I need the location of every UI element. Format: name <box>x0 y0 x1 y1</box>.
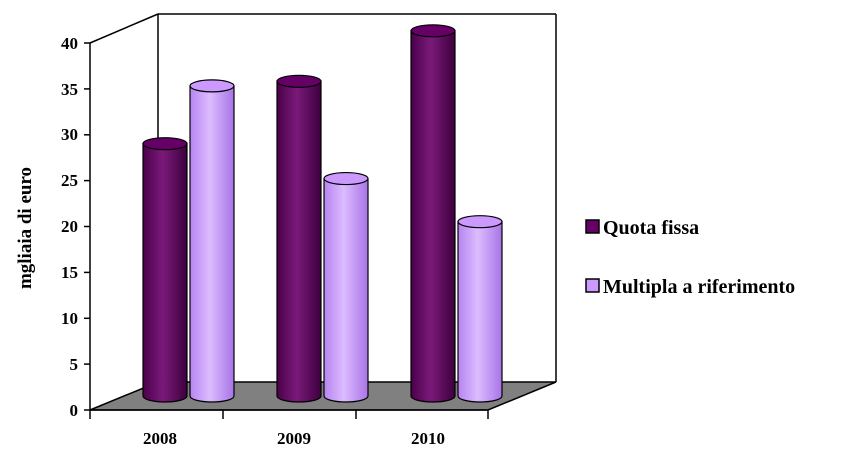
cylinder-top <box>410 24 456 38</box>
y-tick-20: 20 <box>61 217 90 236</box>
cylinder-top <box>189 79 235 93</box>
legend-item-quota-fissa: Quota fissa <box>585 217 699 239</box>
y-tick-0: 0 <box>70 401 90 420</box>
y-tick-40: 40 <box>61 34 90 53</box>
cylinder-body <box>276 80 322 403</box>
x-tick-label-2010: 2010 <box>411 429 445 448</box>
legend-swatch-multipla <box>585 278 600 293</box>
cylinder-top <box>142 137 188 151</box>
bar-2008-multipla <box>189 79 235 403</box>
y-tick-5: 5 <box>70 355 90 374</box>
y-tick-15: 15 <box>61 263 90 282</box>
y-tick-label: 35 <box>61 80 78 99</box>
y-tick-label: 5 <box>70 355 79 374</box>
bar-2009-multipla <box>323 171 369 403</box>
x-tick-label-2008: 2008 <box>143 429 177 448</box>
side-wall-top-edge <box>89 13 159 44</box>
legend-item-multipla: Multipla a riferimento <box>585 276 795 298</box>
y-tick-35: 35 <box>61 80 90 99</box>
cylinder-body <box>189 85 235 403</box>
y-tick-label: 40 <box>61 34 78 53</box>
cylinder-body <box>410 30 456 403</box>
y-tick-25: 25 <box>61 171 90 190</box>
bars <box>142 24 503 403</box>
y-tick-label: 25 <box>61 171 78 190</box>
y-axis-title: mgliaia di euro <box>15 167 36 289</box>
y-tick-label: 15 <box>61 263 78 282</box>
y-tick-label: 20 <box>61 217 78 236</box>
bar-2009-quota-fissa <box>276 74 322 403</box>
x-tick-label-2009: 2009 <box>277 429 311 448</box>
x-tick-labels: 2008 2009 2010 <box>143 429 445 448</box>
legend-swatch-quota-fissa <box>585 219 600 234</box>
legend-label-multipla: Multipla a riferimento <box>603 276 795 298</box>
cylinder-top <box>276 74 322 88</box>
bar-2010-multipla <box>457 215 503 403</box>
bar-2010-quota-fissa <box>410 24 456 403</box>
cylinder-body <box>457 221 503 403</box>
y-tick-label: 0 <box>70 401 79 420</box>
y-tick-10: 10 <box>61 309 90 328</box>
y-tick-label: 10 <box>61 309 78 328</box>
cylinder-top <box>323 171 369 186</box>
legend: Quota fissa Multipla a riferimento <box>585 217 795 298</box>
y-tick-30: 30 <box>61 125 90 144</box>
y-tick-label: 30 <box>61 125 78 144</box>
cylinder-top <box>457 215 503 229</box>
x-category-dividers <box>89 410 489 419</box>
bar-2008-quota-fissa <box>142 137 188 403</box>
legend-label-quota-fissa: Quota fissa <box>603 217 699 239</box>
cylinder-body <box>323 177 369 403</box>
cylinder-body <box>142 143 188 403</box>
y-ticks: 0 5 10 15 20 25 30 35 40 <box>61 34 90 420</box>
